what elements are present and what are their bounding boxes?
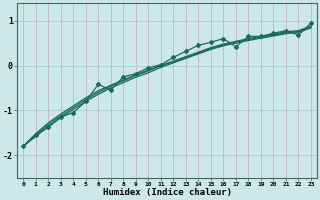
X-axis label: Humidex (Indice chaleur): Humidex (Indice chaleur) — [103, 188, 232, 197]
